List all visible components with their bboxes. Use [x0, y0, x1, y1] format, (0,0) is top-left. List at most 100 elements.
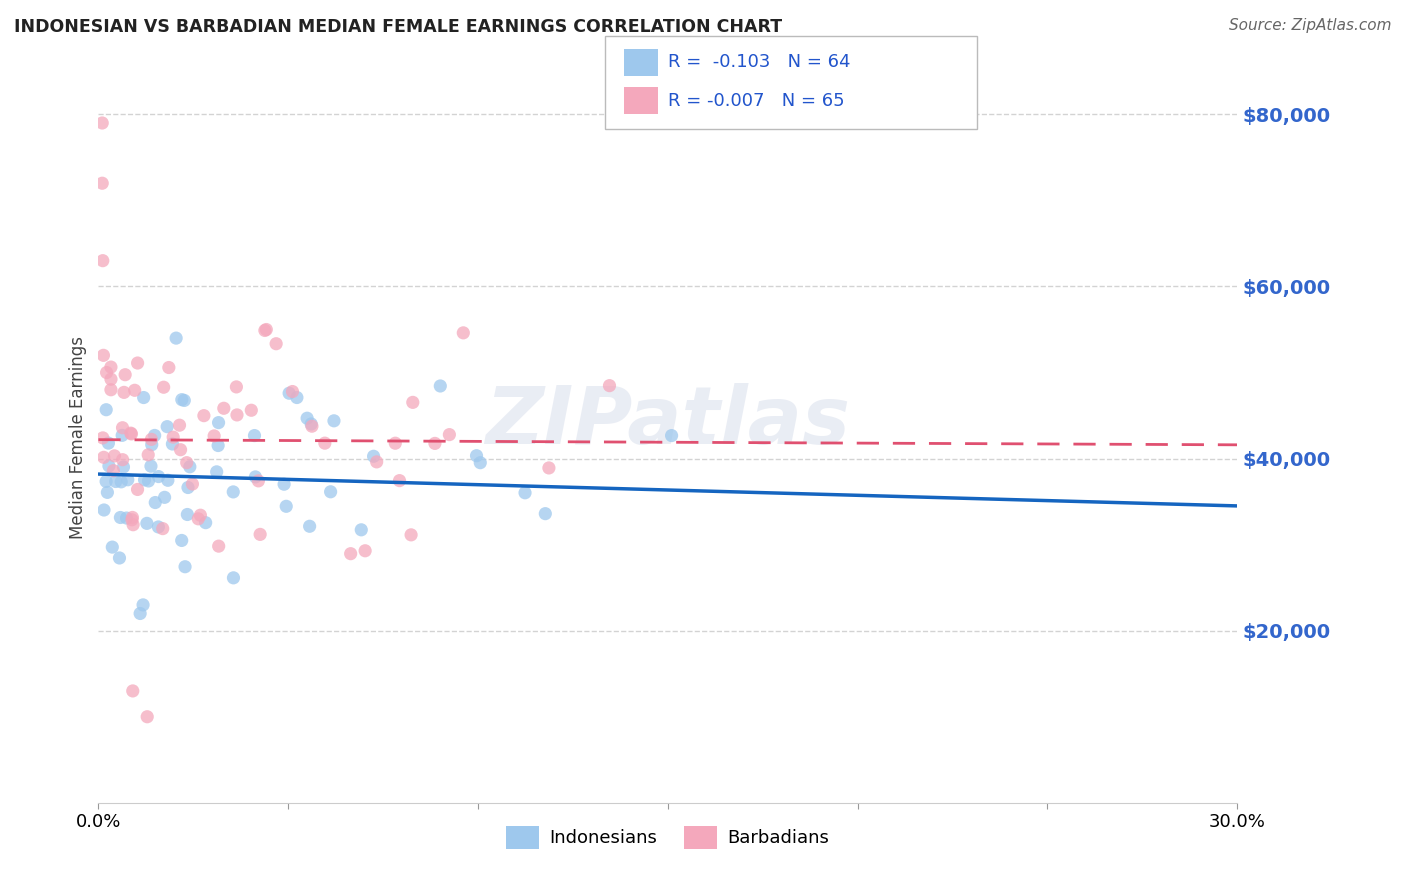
Point	[190, 508, 212, 523]
Point	[97, 458, 120, 473]
Point	[661, 428, 683, 442]
Point	[127, 483, 149, 497]
Point	[143, 428, 166, 442]
Point	[402, 395, 425, 409]
Point	[281, 384, 304, 399]
Y-axis label: Median Female Earnings: Median Female Earnings	[69, 335, 87, 539]
Point	[121, 684, 143, 698]
Point	[143, 495, 166, 509]
Point	[169, 442, 191, 457]
Point	[247, 474, 270, 488]
Point	[193, 409, 215, 423]
Point	[295, 411, 318, 425]
Point	[100, 383, 122, 397]
Point	[202, 429, 225, 443]
Point	[170, 533, 193, 548]
Point	[117, 473, 139, 487]
Point	[129, 607, 152, 621]
Point	[100, 372, 122, 386]
Point	[111, 452, 134, 467]
Point	[314, 436, 336, 450]
Point	[598, 378, 620, 392]
Point	[111, 421, 134, 435]
Point	[111, 428, 134, 442]
Point	[243, 428, 266, 442]
Point	[96, 402, 118, 417]
Point	[136, 710, 159, 724]
Point	[148, 469, 170, 483]
Point	[162, 430, 184, 444]
Point	[174, 559, 197, 574]
Point	[207, 438, 229, 452]
Point	[139, 459, 162, 474]
Point	[177, 481, 200, 495]
Point	[208, 539, 231, 553]
Point	[439, 427, 461, 442]
Point	[264, 336, 287, 351]
Point	[363, 450, 385, 464]
Point	[132, 598, 155, 612]
Point	[122, 517, 145, 532]
Point	[470, 456, 492, 470]
Point	[124, 384, 146, 398]
Point	[91, 431, 114, 445]
Point	[157, 360, 180, 375]
Point	[453, 326, 475, 340]
Point	[103, 449, 125, 463]
Point	[429, 379, 451, 393]
Point	[176, 456, 198, 470]
Point	[273, 477, 295, 491]
Point	[132, 391, 155, 405]
Point	[240, 403, 263, 417]
Point	[153, 491, 176, 505]
Point	[170, 392, 193, 407]
Point	[245, 470, 267, 484]
Point	[115, 511, 138, 525]
Point	[104, 475, 127, 489]
Point	[222, 484, 245, 499]
Point	[93, 348, 115, 362]
Point	[194, 516, 217, 530]
Point	[301, 419, 323, 434]
Point	[399, 528, 422, 542]
Point	[162, 437, 184, 451]
Text: R =  -0.103   N = 64: R = -0.103 N = 64	[668, 54, 851, 71]
Point	[135, 516, 157, 531]
Point	[134, 473, 156, 487]
Point	[179, 459, 201, 474]
Point	[108, 551, 131, 566]
Legend: Indonesians, Barbadians: Indonesians, Barbadians	[499, 818, 837, 856]
Point	[513, 485, 536, 500]
Point	[226, 408, 249, 422]
Point	[169, 418, 191, 433]
Point	[156, 419, 179, 434]
Point	[112, 385, 135, 400]
Point	[253, 323, 276, 337]
Point	[127, 356, 149, 370]
Point	[121, 510, 143, 524]
Point	[93, 450, 115, 465]
Point	[323, 414, 346, 428]
Point	[278, 386, 301, 401]
Point	[181, 477, 204, 491]
Point	[152, 522, 174, 536]
Point	[141, 433, 163, 447]
Text: Source: ZipAtlas.com: Source: ZipAtlas.com	[1229, 18, 1392, 33]
Point	[96, 366, 118, 380]
Point	[138, 474, 160, 488]
Point	[165, 331, 187, 345]
Point	[112, 460, 135, 475]
Point	[254, 322, 277, 336]
Point	[101, 540, 124, 554]
Point	[136, 448, 159, 462]
Point	[366, 455, 388, 469]
Point	[299, 417, 322, 431]
Point	[152, 380, 174, 394]
Point	[350, 523, 373, 537]
Point	[141, 438, 163, 452]
Point	[100, 360, 122, 375]
Point	[187, 512, 209, 526]
Text: R = -0.007   N = 65: R = -0.007 N = 65	[668, 92, 845, 110]
Point	[176, 508, 198, 522]
Point	[354, 543, 377, 558]
